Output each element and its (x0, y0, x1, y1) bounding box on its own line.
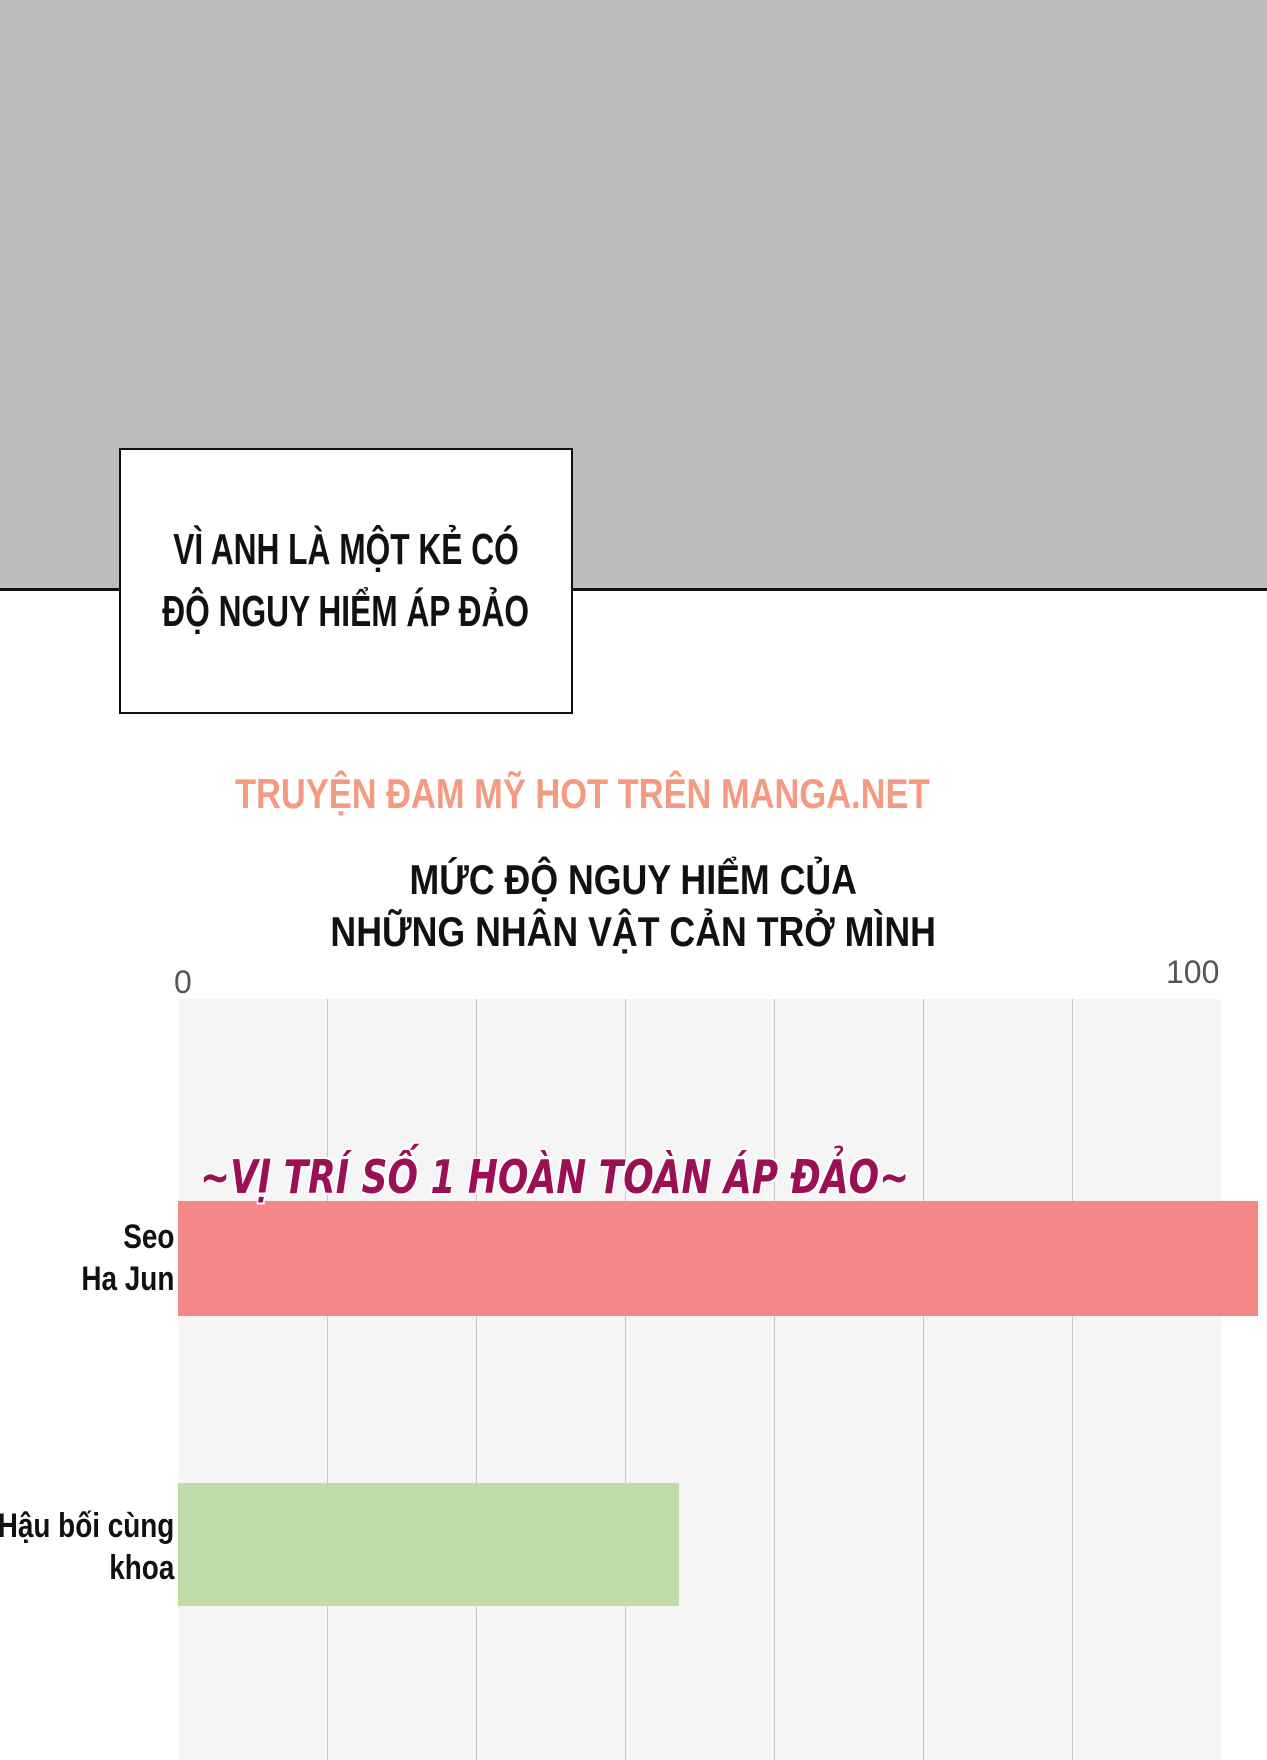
gridline (476, 999, 477, 1760)
gridline (327, 999, 328, 1760)
watermark: TRUYỆN ĐAM MỸ HOT TRÊN MANGA.NET (235, 770, 930, 817)
tick-label-0: 0 (174, 964, 192, 1000)
gridline (923, 999, 924, 1760)
tick-label-100: 100 (1166, 954, 1220, 990)
caption-box: VÌ ANH LÀ MỘT KẺ CÓ ĐỘ NGUY HIỂM ÁP ĐẢO (119, 448, 573, 714)
caption-line-2: ĐỘ NGUY HIỂM ÁP ĐẢO (162, 587, 530, 636)
bar-0 (178, 1201, 1258, 1316)
chart-title-line-2: NHỮNG NHÂN VẬT CẢN TRỞ MÌNH (330, 908, 937, 955)
caption-line-1: VÌ ANH LÀ MỘT KẺ CÓ (173, 525, 519, 574)
gridline (774, 999, 775, 1760)
category-label-hau-boi: Hậu bối cùng khoa (0, 1507, 174, 1587)
gridline (625, 999, 626, 1760)
plot-area (178, 999, 1258, 1760)
gridline (1072, 999, 1073, 1760)
chart-title-line-1: MỨC ĐỘ NGUY HIỂM CỦA (409, 856, 858, 903)
annotation-rank-1: ~VỊ TRÍ SỐ 1 HOÀN TOÀN ÁP ĐẢO~ (200, 1150, 910, 1204)
category-label-seo-ha-jun: Seo Ha Jun (81, 1218, 174, 1298)
bar-1 (178, 1483, 679, 1606)
